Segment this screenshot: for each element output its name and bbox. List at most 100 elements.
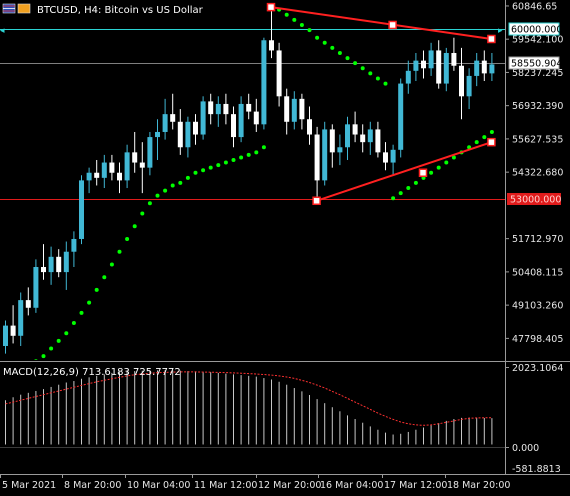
candle [238, 96, 244, 143]
sar-dot [254, 150, 259, 155]
trendline-handle[interactable] [487, 137, 496, 147]
candle-body [56, 256, 62, 273]
sar-dot [125, 236, 130, 241]
trendlines-layer[interactable] [266, 2, 496, 206]
badge-60000-text: 60000.000 [511, 25, 562, 36]
time-tick-label: 8 Mar 20:00 [64, 480, 121, 491]
sar-dot [170, 183, 175, 188]
sar-dot [41, 354, 46, 359]
candle-body [421, 60, 426, 69]
price-tick-label: 54322.680 [512, 168, 563, 179]
symbol-title: BTCUSD, H4: Bitcoin vs US Dollar [37, 5, 204, 16]
sar-dot [94, 287, 99, 292]
candle-body [10, 325, 16, 336]
sar-dot [436, 165, 441, 170]
candle [352, 111, 358, 143]
candle [3, 320, 8, 354]
candle [299, 93, 305, 130]
candle-body [231, 114, 236, 138]
price-tick-label: 51712.970 [512, 234, 563, 245]
sar-dot [284, 12, 289, 17]
candle-body [261, 40, 267, 125]
trendline-handle[interactable] [388, 20, 397, 30]
trendline-handle[interactable] [312, 196, 321, 206]
sar-dot [132, 224, 137, 229]
candle-body [208, 101, 214, 115]
sar-dot [231, 158, 236, 162]
candle-body [94, 172, 100, 178]
macd-signal-line [5, 371, 492, 426]
macd-tick-min: -581.8813 [512, 464, 561, 475]
sar-dot [71, 321, 76, 326]
sar-dot [163, 188, 168, 193]
time-tick-label: 16 Mar 04:00 [320, 480, 383, 491]
trendline-handle[interactable] [266, 2, 276, 12]
candle-body [185, 121, 191, 148]
flag-icon-2 [17, 3, 31, 14]
candle-body [155, 131, 160, 138]
sar-dot [185, 175, 190, 180]
sar-dot [147, 201, 152, 206]
candle-body [413, 60, 419, 71]
time-tick-label: 18 Mar 20:00 [447, 480, 510, 491]
time-tick-label: 17 Mar 12:00 [384, 480, 447, 491]
candle [170, 93, 176, 130]
candle [261, 37, 267, 130]
candle [246, 93, 252, 120]
time-axis[interactable]: 5 Mar 2021 8 Mar 20:00 10 Mar 04:00 11 Mar … [0, 474, 511, 491]
candle-body [284, 96, 290, 122]
trendline-handle[interactable] [418, 168, 428, 177]
sar-dot [292, 17, 297, 22]
price-tick-label: 60846.65 [512, 1, 557, 12]
candle [48, 246, 54, 285]
candle-body [443, 52, 449, 84]
candle [436, 40, 442, 89]
candle [390, 144, 396, 176]
candle [231, 106, 236, 148]
candle [18, 292, 24, 346]
sar-dot [4, 380, 8, 384]
sar-dot [368, 71, 373, 76]
candle-body [367, 129, 373, 143]
badge-60000: 60000.000 [508, 22, 562, 36]
price-tick-label: 47798.405 [512, 334, 563, 345]
sar-dot [375, 76, 380, 81]
candle-body [86, 172, 92, 181]
candle-body [299, 98, 305, 120]
symbol-header: BTCUSD, H4: Bitcoin vs US Dollar [2, 3, 204, 16]
sar-dot [330, 45, 335, 50]
sar-dot [64, 331, 69, 336]
candle [155, 119, 160, 160]
trendline-handle[interactable] [487, 34, 496, 44]
sar-dot [398, 191, 403, 196]
candle [360, 124, 366, 153]
sar-dot [216, 163, 221, 168]
sar-dot [261, 145, 266, 150]
sar-dot [444, 160, 449, 165]
price-tick-label: 49103.260 [512, 301, 563, 312]
candle-body [25, 300, 31, 308]
sar-dot [489, 129, 494, 134]
candle-body [405, 70, 411, 84]
candle [162, 98, 168, 140]
candle-body [162, 114, 168, 132]
macd-tick-max: 2023.1064 [512, 363, 563, 374]
candle-body [41, 267, 46, 273]
level-arrow-left-icon: ◂ [0, 26, 5, 36]
candle-body [33, 267, 39, 308]
candle [147, 131, 153, 176]
candle-body [307, 119, 312, 135]
badge-53000: 53000.000 [507, 193, 561, 206]
price-axis[interactable]: 60846.65 59542.100 58237.245 56932.390 55627… [505, 1, 563, 345]
sar-dot [193, 170, 198, 175]
badge-53000-text: 53000.000 [510, 195, 561, 206]
sar-dot [239, 155, 244, 160]
macd-axis[interactable]: 2023.1064 0.000 -581.8813 [505, 363, 563, 475]
price-tick-label: 59542.100 [512, 35, 563, 46]
candle-body [329, 129, 335, 153]
sar-dot [429, 170, 434, 175]
candle-body [352, 124, 358, 135]
candle [177, 109, 183, 155]
candle [421, 50, 426, 79]
